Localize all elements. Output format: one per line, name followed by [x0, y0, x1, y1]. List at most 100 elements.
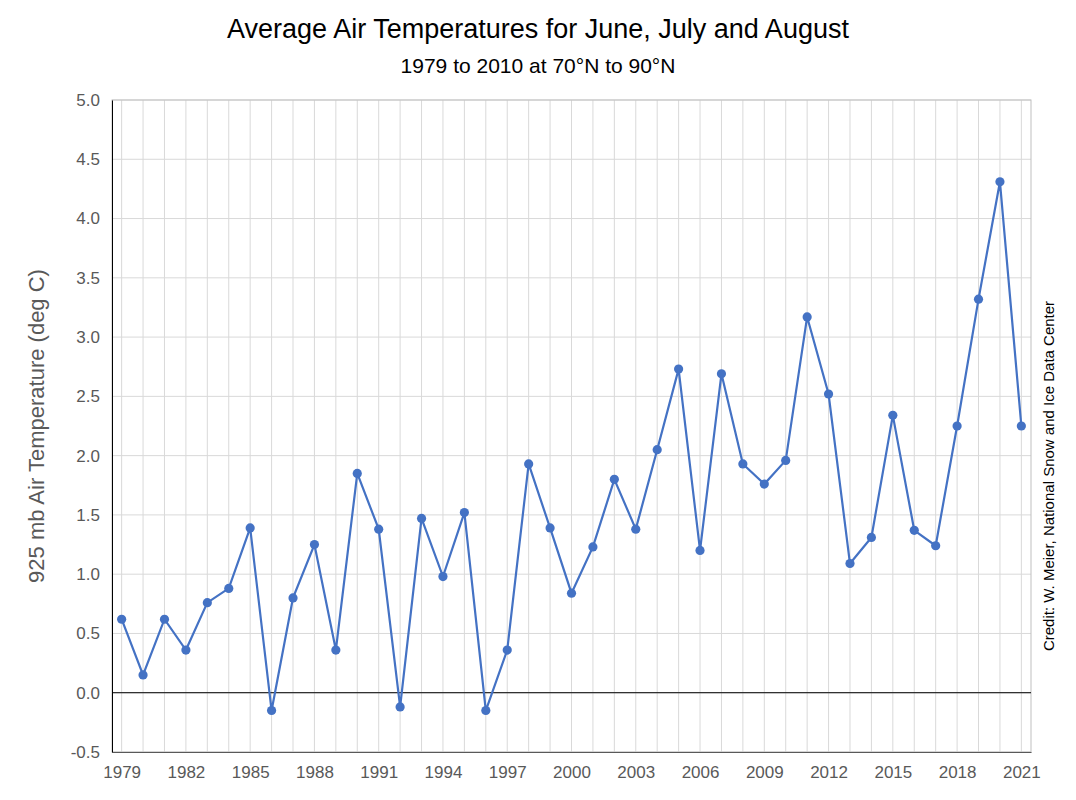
grid-line-x	[935, 100, 936, 752]
grid-line-x	[764, 100, 765, 752]
grid-line-x	[678, 100, 679, 752]
data-point	[524, 459, 533, 468]
series-line	[122, 182, 1022, 711]
grid-line-x	[700, 100, 701, 752]
data-point	[588, 542, 597, 551]
data-point	[160, 615, 169, 624]
data-point	[867, 533, 876, 542]
x-tick: 1991	[360, 752, 398, 782]
data-point	[460, 508, 469, 517]
x-tick: 1982	[167, 752, 205, 782]
grid-line-x	[785, 100, 786, 752]
data-point	[138, 670, 147, 679]
data-point	[288, 593, 297, 602]
data-point	[503, 645, 512, 654]
grid	[112, 100, 1031, 752]
data-point	[974, 295, 983, 304]
y-axis-title: 925 mb Air Temperature (deg C)	[24, 269, 49, 583]
data-point	[610, 475, 619, 484]
data-point	[224, 584, 233, 593]
x-tick: 1994	[425, 752, 463, 782]
grid-line-x	[228, 100, 229, 752]
grid-line-x	[892, 100, 893, 752]
y-tick-label: 3.0	[76, 328, 100, 347]
x-tick: 2012	[810, 752, 848, 782]
x-tick: 1985	[232, 752, 270, 782]
x-tick: 2009	[746, 752, 784, 782]
chart-svg: 1979198219851988199119941997200020032006…	[0, 0, 1076, 800]
data-point	[824, 389, 833, 398]
y-tick: 0.5	[76, 624, 112, 643]
grid-line-x	[978, 100, 979, 752]
x-tick-label: 1982	[167, 763, 205, 782]
data-point	[267, 706, 276, 715]
grid-line-x	[592, 100, 593, 752]
y-tick-label: 5.0	[76, 91, 100, 110]
grid-line-x	[357, 100, 358, 752]
data-point	[674, 364, 683, 373]
x-tick-label: 2015	[874, 763, 912, 782]
grid-line-y	[112, 692, 1031, 693]
y-tick: 2.0	[76, 447, 112, 466]
data-point	[760, 479, 769, 488]
x-tick: 1979	[103, 752, 141, 782]
x-tick-label: 1997	[489, 763, 527, 782]
data-point	[952, 421, 961, 430]
data-point	[738, 459, 747, 468]
y-tick-label: 2.5	[76, 387, 100, 406]
data-point	[374, 525, 383, 534]
y-axis: -0.50.00.51.01.52.02.53.03.54.04.55.0	[71, 91, 113, 762]
y-tick-label: 4.5	[76, 150, 100, 169]
x-tick-label: 1979	[103, 763, 141, 782]
data-point	[653, 445, 662, 454]
grid-line-x	[550, 100, 551, 752]
plot-frame	[112, 100, 1031, 752]
zero-line	[112, 692, 1031, 693]
y-tick: 5.0	[76, 91, 112, 110]
data-point	[545, 523, 554, 532]
grid-line-x	[828, 100, 829, 752]
data-point	[353, 469, 362, 478]
y-tick-label: 2.0	[76, 447, 100, 466]
y-tick: 2.5	[76, 387, 112, 406]
y-tick-label: -0.5	[71, 743, 100, 762]
x-tick-label: 1991	[360, 763, 398, 782]
data-point	[910, 526, 919, 535]
series-group	[117, 177, 1026, 715]
y-tick: 4.0	[76, 209, 112, 228]
x-tick: 1988	[296, 752, 334, 782]
x-tick-label: 1988	[296, 763, 334, 782]
y-tick: 3.5	[76, 269, 112, 288]
grid-line-x	[421, 100, 422, 752]
grid-line-x	[807, 100, 808, 752]
grid-line-x	[164, 100, 165, 752]
x-tick: 2021	[1003, 752, 1041, 782]
data-point	[246, 523, 255, 532]
y-tick-label: 3.5	[76, 269, 100, 288]
y-tick: 4.5	[76, 150, 112, 169]
x-tick-label: 2018	[939, 763, 977, 782]
grid-line-x	[400, 100, 401, 752]
data-point	[331, 645, 340, 654]
data-point	[310, 540, 319, 549]
credit-annotation: Credit: W. Meier, National Snow and Ice …	[1040, 301, 1057, 651]
chart-subtitle: 1979 to 2010 at 70°N to 90°N	[401, 54, 676, 77]
x-tick: 1997	[489, 752, 527, 782]
y-tick: 3.0	[76, 328, 112, 347]
data-point	[717, 369, 726, 378]
x-tick: 2006	[682, 752, 720, 782]
grid-line-x	[721, 100, 722, 752]
x-tick-label: 2006	[682, 763, 720, 782]
grid-line-x	[271, 100, 272, 752]
grid-line-x	[614, 100, 615, 752]
x-tick-label: 2009	[746, 763, 784, 782]
data-point	[695, 546, 704, 555]
data-point	[888, 411, 897, 420]
data-point	[631, 525, 640, 534]
y-tick-label: 0.5	[76, 624, 100, 643]
grid-line-x	[293, 100, 294, 752]
data-point	[931, 541, 940, 550]
grid-line-x	[378, 100, 379, 752]
grid-line-x	[207, 100, 208, 752]
data-point	[803, 312, 812, 321]
